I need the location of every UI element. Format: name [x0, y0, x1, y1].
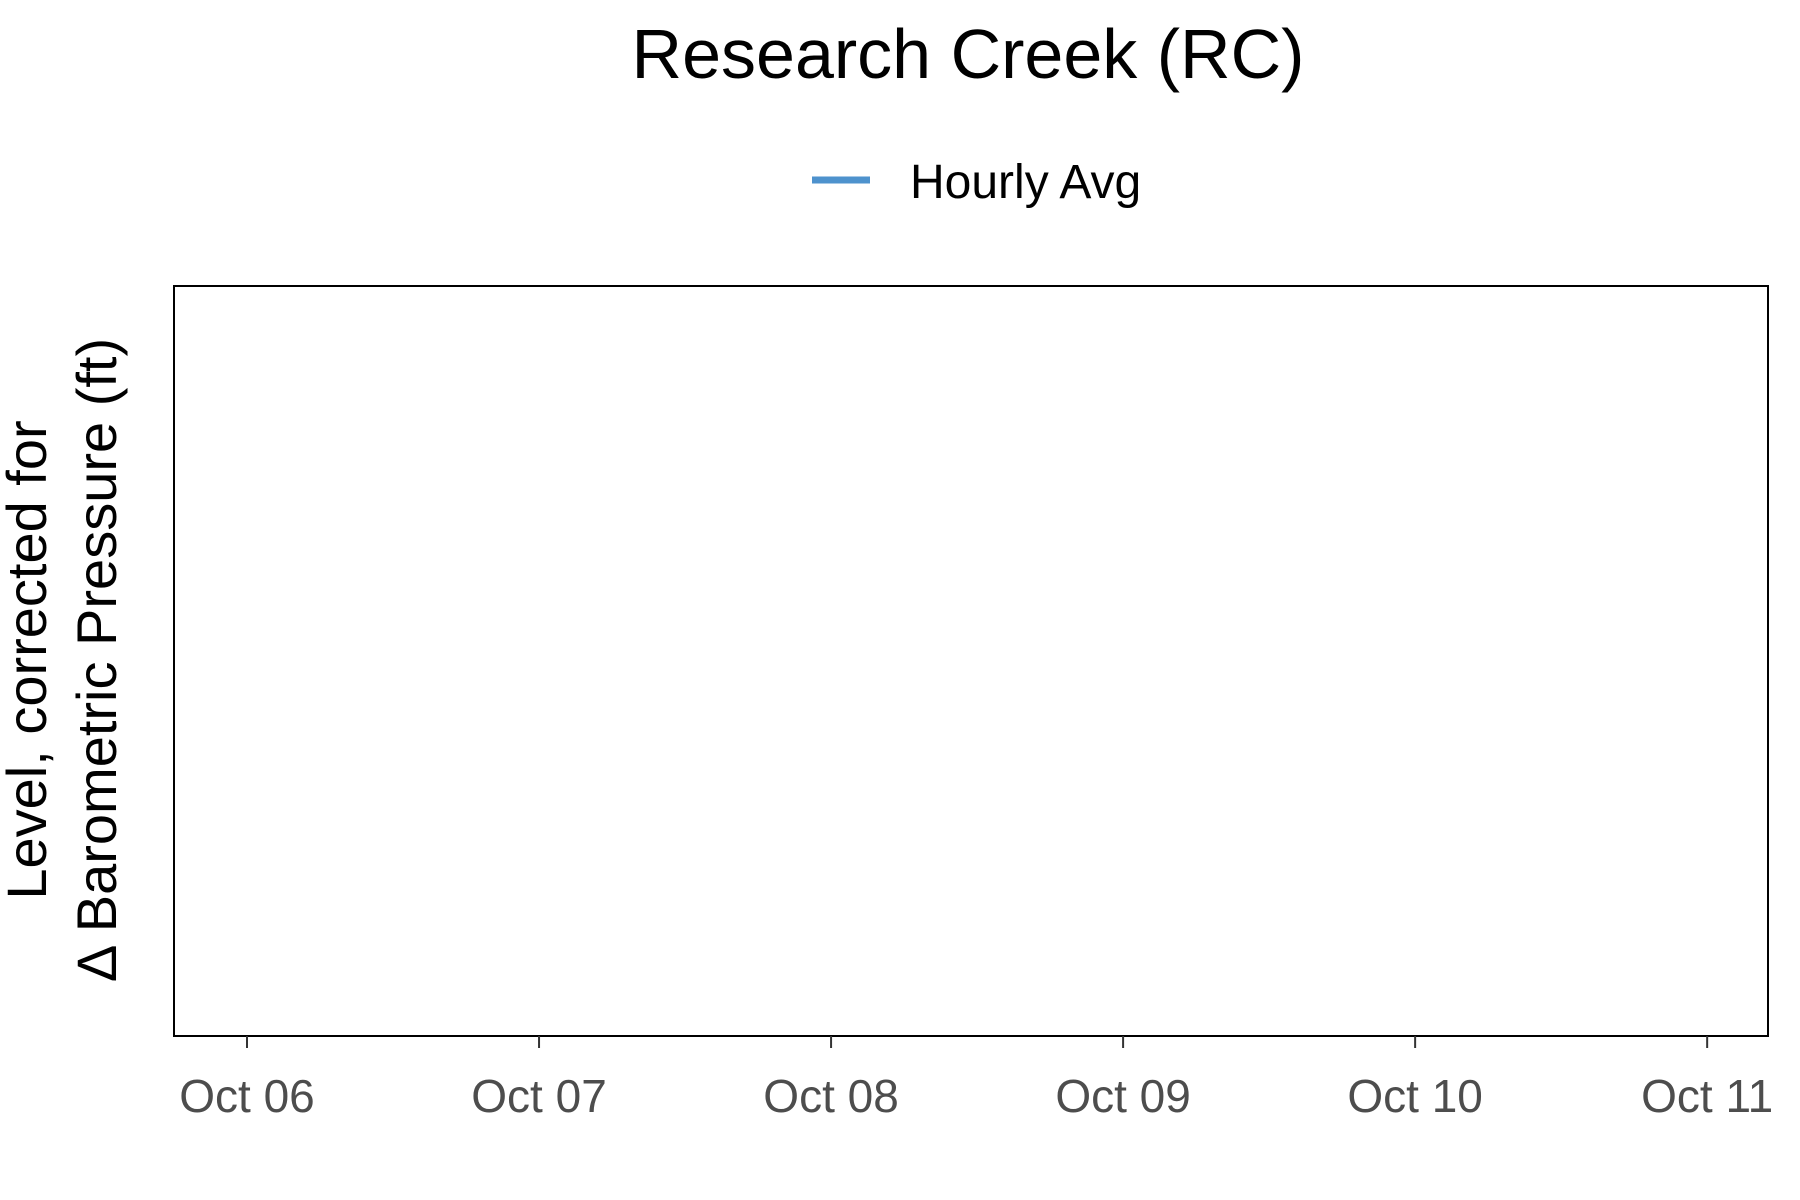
x-tick-label: Oct 06 — [179, 1070, 315, 1122]
chart-title: Research Creek (RC) — [632, 15, 1305, 93]
y-axis-label-line-1: Level, corrected for — [0, 420, 58, 899]
x-tick-label: Oct 09 — [1055, 1070, 1191, 1122]
x-tick-label: Oct 08 — [763, 1070, 899, 1122]
x-tick-label: Oct 11 — [1641, 1070, 1773, 1122]
legend: Hourly Avg — [812, 156, 1141, 209]
x-tick-label: Oct 07 — [471, 1070, 607, 1122]
y-axis-label: Level, corrected for Δ Barometric Pressu… — [0, 338, 128, 982]
x-axis: Oct 06 Oct 07 Oct 08 Oct 09 Oct 10 Oct 11 — [179, 1036, 1773, 1122]
plot-panel — [173, 285, 1769, 1037]
legend-label-hourly-avg: Hourly Avg — [910, 156, 1141, 209]
y-axis-label-line-2: Δ Barometric Pressure (ft) — [65, 338, 128, 982]
x-tick-label: Oct 10 — [1347, 1070, 1483, 1122]
